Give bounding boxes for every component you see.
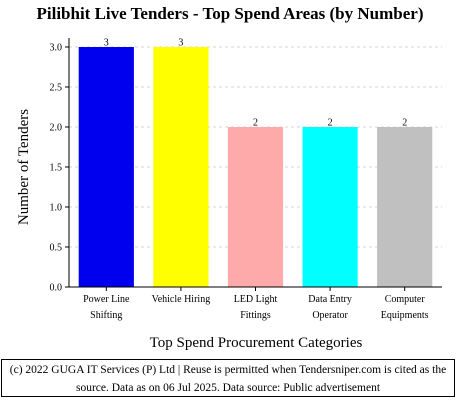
axes (65, 38, 442, 291)
category-label: Operator (312, 310, 348, 321)
chart-title: Pilibhit Live Tenders - Top Spend Areas … (36, 4, 424, 23)
bar-value-label: 3 (104, 38, 109, 49)
footer-credits: (c) 2022 GUGA IT Services (P) Ltd | Reus… (1, 359, 455, 397)
bar (227, 127, 284, 287)
bar (302, 127, 358, 287)
y-tick-label: 0.5 (50, 243, 63, 254)
category-label: Equipments (381, 310, 429, 321)
category-label: Power Line (83, 294, 130, 305)
category-label: LED Light (234, 294, 278, 305)
category-label: Data Entry (308, 294, 352, 305)
bar-value-label: 2 (328, 118, 333, 129)
labels: 0.0 0.5 1.0 1.5 2.0 2.5 3.0 3 Power Line Shifting… (50, 38, 429, 322)
bar-value-label: 2 (402, 118, 407, 129)
y-tick-label: 3.0 (50, 43, 63, 54)
y-tick-label: 1.5 (50, 163, 63, 174)
bar-value-label: 2 (253, 118, 258, 129)
category-label: Vehicle Hiring (152, 294, 211, 305)
footer-line-2: source. Data as on 06 Jul 2025. Data sou… (75, 382, 381, 394)
y-tick-label: 0.0 (50, 283, 63, 294)
category-label: Shifting (90, 310, 122, 321)
category-label: Fittings (240, 310, 271, 321)
bar-chart: 0.0 0.5 1.0 1.5 2.0 2.5 3.0 3 Power Line Shifting… (16, 38, 442, 351)
y-tick-label: 1.0 (50, 203, 63, 214)
bars (78, 47, 433, 287)
y-tick-label: 2.5 (50, 83, 63, 94)
footer-line-1: (c) 2022 GUGA IT Services (P) Ltd | Reus… (9, 364, 447, 376)
bar (377, 127, 433, 287)
y-axis-title: Number of Tenders (16, 109, 32, 225)
bar-value-label: 3 (178, 38, 183, 49)
bar (78, 47, 134, 287)
y-tick-label: 2.0 (50, 123, 63, 134)
category-label: Computer (385, 294, 426, 305)
x-axis-title: Top Spend Procurement Categories (150, 335, 363, 351)
bar (153, 47, 209, 287)
